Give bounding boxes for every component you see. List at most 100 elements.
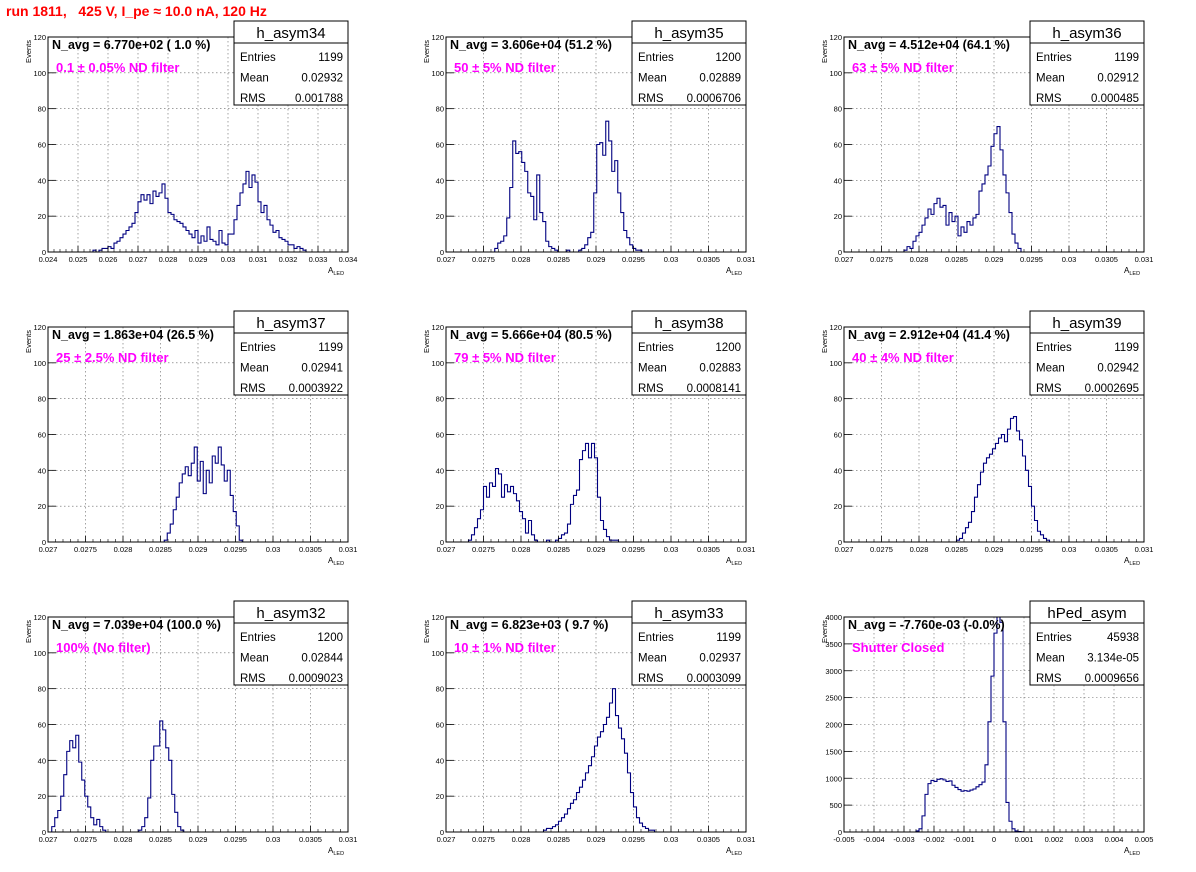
stats-label: Entries — [1036, 632, 1072, 644]
stats-box — [1029, 622, 1145, 686]
stats-label: RMS — [240, 93, 266, 105]
x-tick-label: 0.029 — [587, 255, 606, 264]
y-tick-label: 0 — [440, 828, 444, 837]
x-tick-label: 0.0275 — [870, 545, 893, 554]
x-tick-label: 0.0285 — [945, 255, 968, 264]
stats-box — [233, 332, 349, 396]
histogram-panel: 0.024 0.025 0.026 0.027 0.028 0.029 0.03 0.031 0… — [24, 20, 358, 277]
y-tick-label: 60 — [436, 141, 444, 150]
stats-rms: 0.0009656 — [1085, 673, 1139, 685]
x-axis-title-sub: LED — [333, 271, 344, 277]
stats-label: Entries — [638, 632, 674, 644]
y-tick-label: 60 — [436, 721, 444, 730]
stats-rms: 0.0006706 — [687, 93, 741, 105]
x-tick-label: 0.031 — [339, 545, 358, 554]
y-tick-label: 100 — [33, 649, 46, 658]
y-tick-label: 100 — [431, 359, 444, 368]
x-tick-label: 0.029 — [587, 835, 606, 844]
filter-annotation: 25 ± 2.5% ND filter — [56, 350, 169, 365]
histogram-series — [915, 616, 1025, 833]
histogram-name: h_asym38 — [654, 315, 723, 332]
y-tick-label: 20 — [436, 792, 444, 801]
stats-entries: 45938 — [1107, 632, 1139, 644]
x-tick-label: 0.028 — [114, 545, 133, 554]
x-tick-label: 0.005 — [1135, 835, 1154, 844]
stats-label: RMS — [240, 383, 266, 395]
x-tick-label: 0.027 — [437, 545, 456, 554]
navg-label: N_avg = 5.666e+04 (80.5 %) — [450, 328, 612, 342]
y-tick-label: 100 — [33, 359, 46, 368]
x-tick-label: 0.031 — [339, 835, 358, 844]
stats-box — [631, 332, 747, 396]
y-axis-title: Events — [422, 330, 431, 353]
stats-mean: 0.02912 — [1097, 73, 1139, 85]
y-tick-label: 100 — [829, 359, 842, 368]
x-tick-label: 0.0285 — [149, 835, 172, 844]
y-tick-label: 0 — [838, 828, 842, 837]
histogram-panel: 0.027 0.0275 0.028 0.0285 0.029 0.0295 0.03 0.0… — [422, 310, 755, 567]
stats-entries: 1200 — [715, 342, 741, 354]
y-tick-label: 1500 — [825, 747, 842, 756]
x-tick-label: 0 — [992, 835, 996, 844]
x-axis-title-main: A — [1124, 556, 1130, 565]
x-tick-label: 0.0305 — [299, 835, 322, 844]
histogram-name: h_asym33 — [654, 605, 723, 622]
histogram-panel: 0.027 0.0275 0.028 0.0285 0.029 0.0295 0.03 0.0… — [422, 600, 755, 857]
stats-entries: 1199 — [1114, 342, 1139, 354]
x-axis-title-sub: LED — [1129, 561, 1140, 567]
stats-box — [233, 622, 349, 686]
y-tick-label: 40 — [436, 176, 444, 185]
filter-annotation: 10 ± 1% ND filter — [454, 640, 556, 655]
navg-label: N_avg = 4.512e+04 (64.1 %) — [848, 38, 1010, 52]
stats-box — [631, 622, 747, 686]
y-axis-title: Events — [820, 330, 829, 353]
stats-label: Mean — [1036, 653, 1065, 665]
x-axis-title: ALED — [726, 846, 742, 857]
x-axis-title-main: A — [328, 556, 334, 565]
x-tick-label: -0.003 — [893, 835, 914, 844]
x-tick-label: 0.0305 — [697, 835, 720, 844]
stats-rms: 0.0009023 — [289, 673, 343, 685]
y-tick-label: 500 — [829, 801, 842, 810]
stats-mean: 0.02937 — [699, 653, 741, 665]
y-axis-title: Events — [422, 620, 431, 643]
x-tick-label: 0.0305 — [299, 545, 322, 554]
x-tick-label: 0.028 — [910, 545, 929, 554]
stats-label: Entries — [240, 52, 276, 64]
y-tick-label: 80 — [436, 685, 444, 694]
x-tick-label: 0.029 — [587, 545, 606, 554]
stats-mean: 0.02941 — [301, 363, 343, 375]
x-tick-label: 0.0275 — [74, 545, 97, 554]
x-tick-label: 0.032 — [279, 255, 298, 264]
filter-annotation: 63 ± 5% ND filter — [852, 60, 954, 75]
x-tick-label: 0.03 — [266, 835, 281, 844]
y-tick-label: 40 — [436, 466, 444, 475]
x-tick-label: 0.027 — [437, 835, 456, 844]
y-tick-label: 3000 — [825, 667, 842, 676]
y-tick-label: 20 — [834, 502, 842, 511]
histogram-name: h_asym37 — [256, 315, 325, 332]
stats-entries: 1199 — [318, 52, 343, 64]
stats-entries: 1199 — [1114, 52, 1139, 64]
histogram-panel: -0.005 -0.004 -0.003 -0.002 -0.001 0 0.001 0.00… — [820, 600, 1154, 857]
y-tick-label: 80 — [38, 105, 46, 114]
x-tick-label: 0.033 — [309, 255, 328, 264]
histogram-name: h_asym35 — [654, 25, 723, 42]
y-tick-label: 60 — [38, 721, 46, 730]
stats-box — [1029, 42, 1145, 106]
x-tick-label: 0.034 — [339, 255, 358, 264]
histogram-panel: 0.027 0.0275 0.028 0.0285 0.029 0.0295 0.03 0.0… — [24, 600, 358, 857]
x-axis-title-main: A — [328, 846, 334, 855]
y-tick-label: 0 — [42, 828, 46, 837]
y-tick-label: 60 — [834, 141, 842, 150]
y-tick-label: 80 — [38, 685, 46, 694]
x-axis-title-sub: LED — [1129, 851, 1140, 857]
x-tick-label: 0.03 — [664, 255, 679, 264]
x-axis-title-sub: LED — [731, 561, 742, 567]
x-tick-label: 0.0305 — [697, 255, 720, 264]
y-tick-label: 20 — [38, 792, 46, 801]
stats-label: Mean — [1036, 363, 1065, 375]
stats-label: RMS — [240, 673, 266, 685]
filter-annotation: 50 ± 5% ND filter — [454, 60, 556, 75]
x-tick-label: 0.0305 — [1095, 255, 1118, 264]
